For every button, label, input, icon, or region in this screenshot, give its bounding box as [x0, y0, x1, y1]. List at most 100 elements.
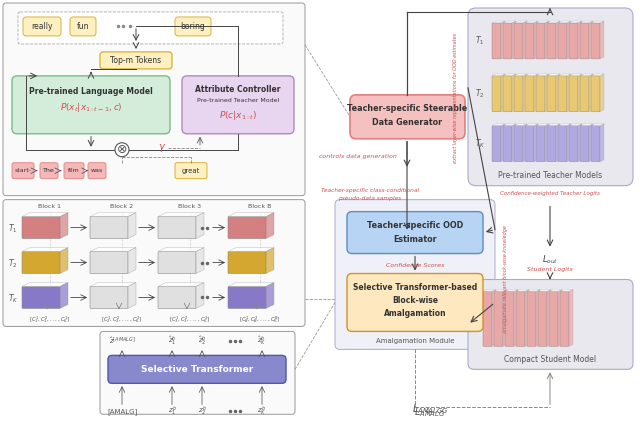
- Polygon shape: [90, 248, 136, 252]
- FancyBboxPatch shape: [175, 163, 207, 179]
- Polygon shape: [501, 21, 505, 59]
- FancyBboxPatch shape: [3, 3, 305, 196]
- Text: $\hat{z}_K^b$: $\hat{z}_K^b$: [257, 335, 267, 348]
- Text: controls data generation: controls data generation: [319, 154, 397, 159]
- Polygon shape: [525, 290, 529, 346]
- FancyBboxPatch shape: [569, 126, 578, 162]
- Text: [AMALG]: [AMALG]: [107, 408, 137, 415]
- Text: $\hat{z}^{[AMALG]}$: $\hat{z}^{[AMALG]}$: [109, 336, 135, 347]
- Text: $P(x_t|x_{1:t-1}, c)$: $P(x_t|x_{1:t-1}, c)$: [60, 101, 122, 115]
- Polygon shape: [503, 124, 516, 126]
- FancyBboxPatch shape: [228, 217, 266, 239]
- Text: start-: start-: [15, 168, 31, 173]
- Polygon shape: [580, 74, 593, 76]
- Text: film: film: [68, 168, 80, 173]
- FancyBboxPatch shape: [560, 291, 569, 346]
- Polygon shape: [589, 74, 593, 112]
- Polygon shape: [512, 124, 516, 162]
- Polygon shape: [516, 290, 529, 291]
- Text: Data Generator: Data Generator: [372, 118, 442, 127]
- Polygon shape: [503, 290, 507, 346]
- Text: Attribute Controller: Attribute Controller: [195, 85, 281, 94]
- Polygon shape: [567, 124, 571, 162]
- Text: Block 3: Block 3: [179, 204, 202, 209]
- Polygon shape: [556, 124, 560, 162]
- Polygon shape: [591, 21, 604, 23]
- Polygon shape: [22, 282, 68, 287]
- Text: Pre-trained Teacher Model: Pre-trained Teacher Model: [197, 99, 279, 103]
- Polygon shape: [60, 282, 68, 309]
- Polygon shape: [534, 124, 538, 162]
- FancyBboxPatch shape: [158, 217, 196, 239]
- FancyBboxPatch shape: [549, 291, 558, 346]
- FancyBboxPatch shape: [591, 76, 600, 112]
- FancyBboxPatch shape: [569, 76, 578, 112]
- Polygon shape: [512, 21, 516, 59]
- Text: was: was: [91, 168, 103, 173]
- Text: Student Logits: Student Logits: [527, 267, 573, 272]
- FancyBboxPatch shape: [90, 252, 128, 274]
- Polygon shape: [501, 124, 505, 162]
- Polygon shape: [228, 282, 274, 287]
- FancyBboxPatch shape: [350, 95, 465, 139]
- FancyBboxPatch shape: [536, 76, 545, 112]
- Text: $\otimes$: $\otimes$: [116, 143, 127, 156]
- Polygon shape: [536, 21, 549, 23]
- Text: $[C_B^1,C_B^2,...,C_K^B]$: $[C_B^1,C_B^2,...,C_K^B]$: [239, 314, 281, 325]
- Polygon shape: [545, 74, 549, 112]
- FancyBboxPatch shape: [335, 200, 495, 349]
- FancyBboxPatch shape: [536, 126, 545, 162]
- Text: really: really: [31, 22, 52, 31]
- Polygon shape: [600, 124, 604, 162]
- FancyBboxPatch shape: [158, 287, 196, 309]
- FancyBboxPatch shape: [100, 331, 295, 414]
- Text: $T_1$: $T_1$: [8, 222, 18, 235]
- Polygon shape: [196, 282, 204, 309]
- Text: Confidence Scores: Confidence Scores: [386, 263, 444, 268]
- FancyBboxPatch shape: [182, 76, 294, 134]
- FancyBboxPatch shape: [468, 8, 633, 186]
- FancyBboxPatch shape: [505, 291, 514, 346]
- Polygon shape: [589, 124, 593, 162]
- FancyBboxPatch shape: [18, 12, 283, 44]
- Polygon shape: [600, 21, 604, 59]
- FancyBboxPatch shape: [492, 23, 501, 59]
- Polygon shape: [501, 74, 505, 112]
- FancyBboxPatch shape: [64, 163, 84, 179]
- FancyBboxPatch shape: [503, 76, 512, 112]
- Polygon shape: [483, 290, 496, 291]
- Polygon shape: [514, 21, 527, 23]
- Polygon shape: [578, 74, 582, 112]
- FancyBboxPatch shape: [88, 163, 106, 179]
- Polygon shape: [523, 74, 527, 112]
- Text: $P(c|x_{1:t})$: $P(c|x_{1:t})$: [219, 109, 257, 122]
- FancyBboxPatch shape: [22, 217, 60, 239]
- Polygon shape: [600, 74, 604, 112]
- Text: $L_{AMALGG}$: $L_{AMALGG}$: [412, 402, 449, 416]
- Polygon shape: [527, 290, 540, 291]
- Polygon shape: [492, 21, 505, 23]
- Polygon shape: [158, 248, 204, 252]
- FancyBboxPatch shape: [547, 23, 556, 59]
- Text: amalgamate relevant block-wise knowledge: amalgamate relevant block-wise knowledge: [502, 226, 508, 333]
- FancyBboxPatch shape: [503, 126, 512, 162]
- FancyBboxPatch shape: [494, 291, 503, 346]
- Polygon shape: [523, 124, 527, 162]
- FancyBboxPatch shape: [108, 355, 286, 384]
- Polygon shape: [523, 21, 527, 59]
- Polygon shape: [60, 213, 68, 239]
- FancyBboxPatch shape: [591, 126, 600, 162]
- Text: $[C_2^1,C_2^2,...,C_K^2]$: $[C_2^1,C_2^2,...,C_K^2]$: [101, 314, 143, 325]
- Polygon shape: [569, 290, 573, 346]
- Polygon shape: [545, 21, 549, 59]
- Polygon shape: [90, 282, 136, 287]
- FancyBboxPatch shape: [536, 23, 545, 59]
- FancyBboxPatch shape: [527, 291, 536, 346]
- FancyBboxPatch shape: [569, 23, 578, 59]
- Text: $[C_1^1,C_1^2,...,C_K^1]$: $[C_1^1,C_1^2,...,C_K^1]$: [29, 314, 70, 325]
- Polygon shape: [158, 213, 204, 217]
- Polygon shape: [558, 124, 571, 126]
- Text: $\gamma$: $\gamma$: [158, 142, 166, 154]
- FancyBboxPatch shape: [228, 287, 266, 309]
- Polygon shape: [525, 124, 538, 126]
